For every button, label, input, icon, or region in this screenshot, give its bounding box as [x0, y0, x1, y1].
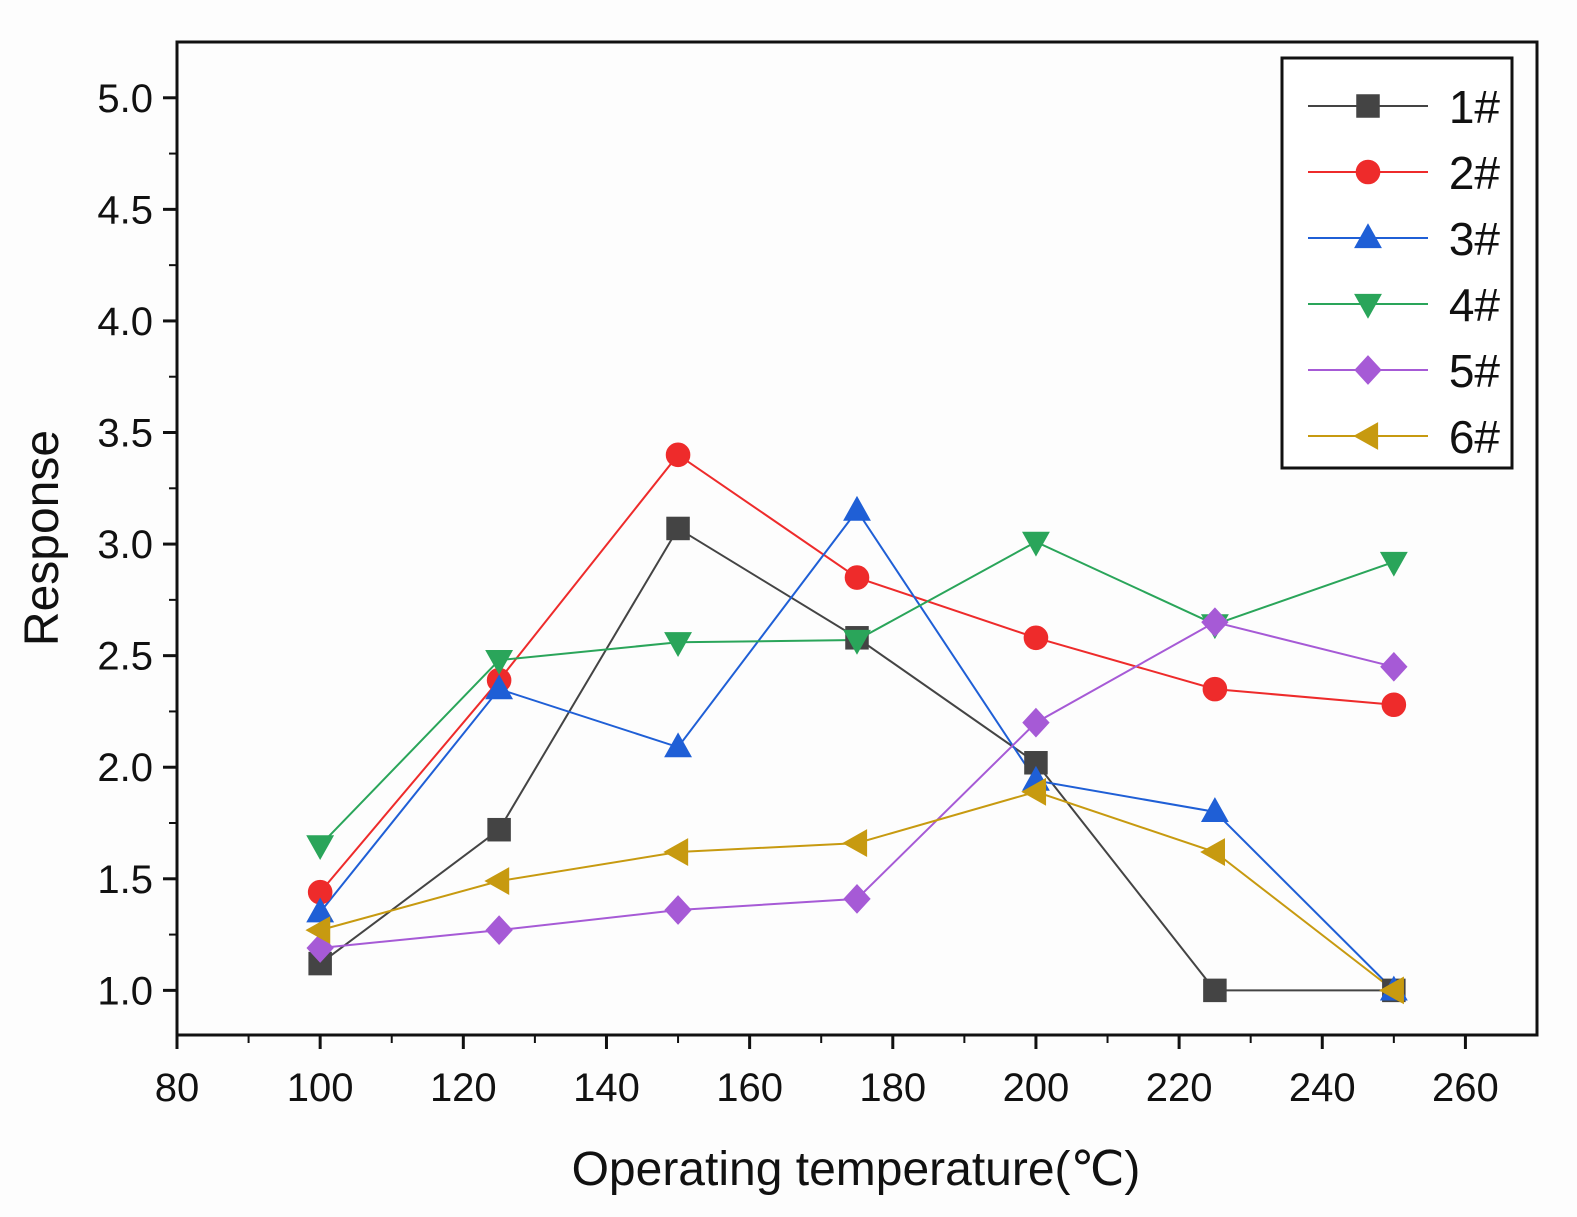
x-tick-label: 120: [430, 1066, 497, 1110]
data-point-5-7: [1380, 651, 1408, 682]
x-axis-title: Operating temperature(℃): [572, 1143, 1141, 1196]
y-tick-label: 4.0: [97, 300, 153, 344]
series-line-1: [319, 527, 1394, 992]
legend-marker: [1354, 293, 1382, 319]
data-point-1-2: [487, 817, 511, 842]
series-markers-2: [307, 442, 1407, 905]
y-axis-ticks: 1.0 1.5 2.0 2.5 3.0 3.5 4.0 4.5 5.0: [97, 77, 177, 1013]
plot-area-border: [175, 40, 1539, 1037]
data-point-3-4: [843, 495, 871, 521]
x-tick-label: 240: [1289, 1066, 1356, 1110]
data-point-3-6: [1200, 797, 1229, 822]
series-markers: [305, 442, 1408, 1005]
y-tick-label: 3.5: [97, 412, 153, 456]
legend-label: 6#: [1449, 411, 1501, 463]
x-tick-label: 100: [287, 1066, 354, 1110]
y-tick-label: 1.5: [97, 858, 153, 902]
y-axis-title: Response: [16, 430, 69, 646]
data-point-6-3: [663, 838, 689, 866]
data-point-5-5: [1022, 707, 1050, 738]
y-tick-label: 5.0: [97, 77, 153, 121]
series-markers-6: [305, 777, 1404, 1005]
legend-marker: [1355, 159, 1381, 185]
legend-marker: [1354, 355, 1382, 385]
data-point-2-3: [665, 442, 691, 468]
legend-label: 4#: [1449, 279, 1501, 331]
x-tick-label: 160: [716, 1066, 783, 1110]
data-point-4-4: [843, 629, 871, 655]
legend-item: 1#: [1308, 81, 1500, 133]
legend-item: 2#: [1308, 147, 1500, 199]
data-point-5-6: [1201, 607, 1229, 638]
legend-marker: [1356, 94, 1380, 118]
y-tick-label: 1.0: [97, 969, 153, 1013]
data-point-1-3: [666, 516, 690, 541]
data-point-3-2: [485, 674, 514, 700]
legend: 1# 2# 3# 4# 5# 6#: [1280, 56, 1514, 470]
legend-box: [1280, 56, 1514, 470]
data-point-6-7: [1379, 976, 1404, 1005]
y-tick-label: 4.5: [97, 188, 153, 232]
data-point-6-1: [305, 916, 331, 945]
y-tick-label: 2.5: [97, 635, 153, 679]
data-point-4-3: [664, 632, 692, 657]
data-point-4-2: [485, 650, 514, 675]
data-point-6-6: [1200, 838, 1225, 866]
data-point-5-2: [485, 915, 513, 945]
x-tick-label: 180: [859, 1066, 926, 1110]
legend-label: 5#: [1449, 345, 1501, 397]
data-point-3-1: [306, 897, 335, 923]
data-point-6-4: [842, 829, 868, 858]
data-point-5-3: [664, 895, 692, 925]
data-point-2-4: [844, 565, 870, 590]
data-point-2-7: [1381, 692, 1407, 718]
legend-label: 1#: [1449, 81, 1501, 133]
x-axis-ticks: 80 100 120 140 160 180 200 220 240 260: [155, 1035, 1499, 1110]
data-point-6-5: [1021, 777, 1047, 806]
series-markers-5: [306, 607, 1408, 963]
data-point-3-3: [664, 732, 692, 758]
x-tick-label: 220: [1146, 1066, 1213, 1110]
x-tick-label: 80: [155, 1066, 200, 1110]
data-point-2-6: [1202, 676, 1228, 702]
legend-marker: [1353, 422, 1379, 450]
legend-label: 2#: [1449, 147, 1501, 199]
x-tick-label: 140: [573, 1066, 640, 1110]
legend-item: 3#: [1308, 213, 1500, 265]
legend-item: 5#: [1308, 345, 1500, 397]
x-tick-label: 200: [1003, 1066, 1070, 1110]
data-point-1-6: [1203, 978, 1227, 1003]
legend-marker: [1354, 223, 1382, 249]
y-tick-label: 2.0: [97, 746, 153, 790]
data-point-4-1: [306, 835, 335, 861]
x-tick-label: 260: [1432, 1066, 1499, 1110]
legend-item: 4#: [1308, 279, 1500, 331]
plot-frame: [175, 40, 1539, 1037]
legend-item: 6#: [1308, 411, 1500, 463]
legend-label: 3#: [1449, 213, 1501, 265]
data-point-6-2: [484, 867, 510, 895]
y-tick-label: 3.0: [97, 523, 153, 567]
data-point-4-5: [1022, 531, 1050, 557]
data-point-4-7: [1379, 551, 1408, 577]
data-point-2-5: [1023, 625, 1049, 651]
series-markers-1: [308, 516, 1406, 1003]
data-point-5-4: [843, 884, 871, 914]
data-point-5-1: [306, 933, 334, 963]
